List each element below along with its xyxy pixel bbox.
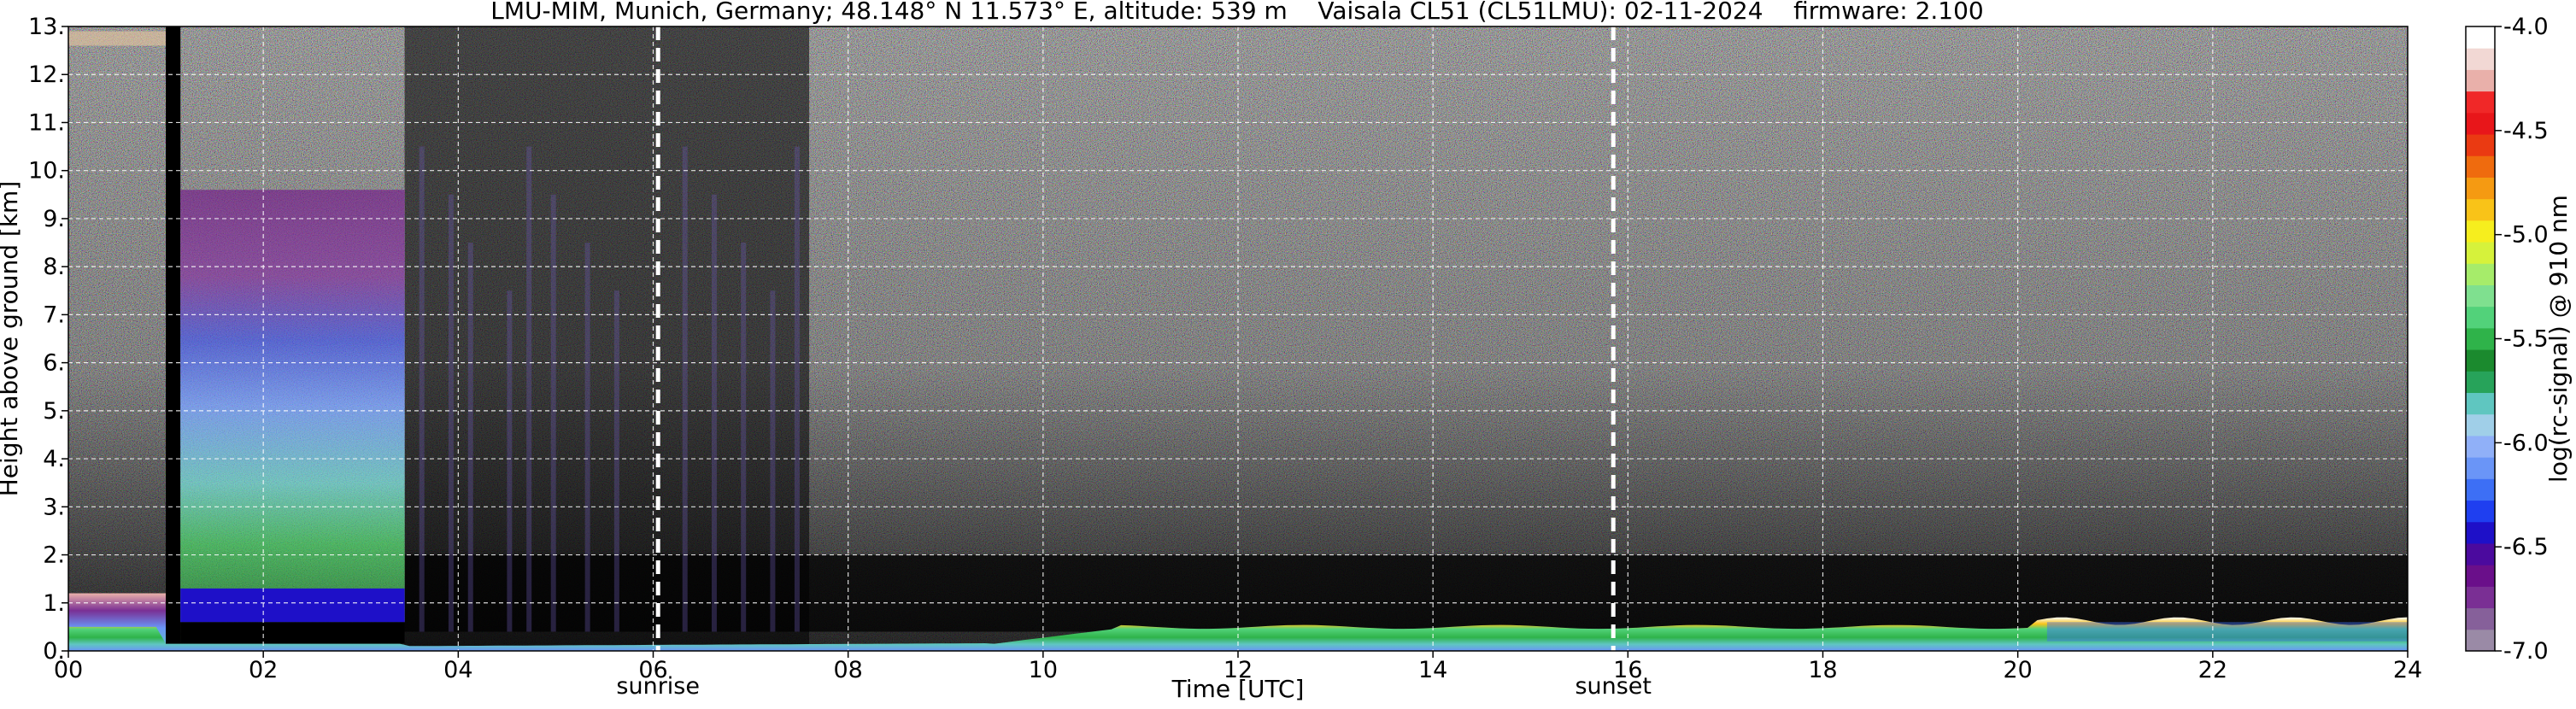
y-tick-label: 12. [28, 62, 65, 88]
precip-streak [794, 146, 800, 632]
y-tick-label: 13. [28, 14, 65, 40]
colorbar-tick-label: -5.5 [2503, 326, 2549, 353]
y-tick-label: 10. [28, 158, 65, 185]
precip-streak [711, 194, 717, 632]
colorbar-segment [2466, 155, 2495, 178]
colorbar-segment [2466, 371, 2495, 394]
annotation-sunrise: sunrise [616, 673, 700, 700]
colorbar-segment [2466, 392, 2495, 415]
x-tick-label: 08 [833, 657, 862, 683]
data-gap [166, 26, 181, 651]
y-tick-label: 11. [28, 109, 65, 136]
precip-streak [467, 243, 473, 632]
colorbar-segment [2466, 607, 2495, 630]
precip-streak [770, 290, 776, 632]
y-tick-label: 6. [43, 350, 65, 377]
colorbar-segment [2466, 242, 2495, 264]
colorbar-segment [2466, 478, 2495, 501]
night-quiet-region [404, 26, 810, 651]
x-tick-label: 22 [2198, 657, 2227, 683]
colorbar-segment [2466, 565, 2495, 587]
x-tick-label: 02 [249, 657, 278, 683]
precip-streak [741, 243, 747, 632]
colorbar-tick-label: -6.0 [2503, 430, 2549, 456]
x-tick-label: 06 [638, 657, 667, 683]
cloud-texture [180, 190, 405, 623]
colorbar-segment [2466, 586, 2495, 609]
x-tick-label: 14 [1418, 657, 1447, 683]
colorbar-segment [2466, 306, 2495, 329]
colorbar-tick-label: -5.0 [2503, 222, 2549, 249]
colorbar-segment [2466, 91, 2495, 114]
colorbar-segment [2466, 349, 2495, 372]
x-tick-label: 24 [2393, 657, 2422, 683]
colorbar-tick-label: -7.0 [2503, 638, 2549, 665]
y-tick-label: 4. [43, 446, 65, 472]
colorbar-segment [2466, 284, 2495, 308]
y-tick-label: 1. [43, 590, 65, 617]
x-axis-label: Time [UTC] [1171, 675, 1305, 703]
y-tick-label: 8. [43, 254, 65, 280]
precip-streak [584, 243, 590, 632]
morning-upper-band [68, 31, 167, 46]
precip-streak [507, 290, 513, 632]
x-tick-label: 20 [2003, 657, 2032, 683]
colorbar-segment [2466, 521, 2495, 544]
colorbar-segment [2466, 629, 2495, 652]
precip-streak [682, 146, 688, 632]
colorbar-segment [2466, 413, 2495, 437]
precip-streak [613, 290, 619, 632]
y-tick-label: 9. [43, 206, 65, 232]
colorbar-segment [2466, 220, 2495, 243]
colorbar-segment [2466, 263, 2495, 285]
x-tick-label: 00 [54, 657, 83, 683]
annotation-sunset: sunset [1575, 673, 1652, 700]
colorbar-segment [2466, 500, 2495, 523]
colorbar-label: log(rc-signal) @ 910 nm [2544, 195, 2573, 483]
colorbar-tick-label: -6.5 [2503, 534, 2549, 560]
precip-streak [550, 194, 556, 632]
y-tick-label: 0. [43, 638, 65, 665]
precip-streak [448, 194, 454, 632]
colorbar-segment [2466, 457, 2495, 479]
y-tick-label: 5. [43, 398, 65, 425]
x-tick-label: 18 [1808, 657, 1837, 683]
colorbar-segment [2466, 26, 2495, 49]
precip-streak [526, 146, 532, 632]
chart-title: LMU-MIM, Munich, Germany; 48.148° N 11.5… [490, 0, 1984, 25]
colorbar-segment [2466, 48, 2495, 70]
y-tick-label: 7. [43, 302, 65, 328]
x-tick-label: 10 [1029, 657, 1058, 683]
y-tick-label: 3. [43, 494, 65, 520]
x-tick-label: 16 [1613, 657, 1642, 683]
colorbar-segment [2466, 542, 2495, 565]
cloud-subcloud [180, 622, 405, 644]
colorbar-segment [2466, 177, 2495, 200]
colorbar-tick-label: -4.0 [2503, 14, 2549, 40]
colorbar-segment [2466, 435, 2495, 458]
lower-dark-band [399, 554, 2409, 632]
y-axis-label: Height above ground [km] [0, 181, 23, 497]
precip-streak [419, 146, 425, 632]
y-tick-label: 2. [43, 542, 65, 569]
colorbar-segment [2466, 134, 2495, 156]
evening-aerosol [2046, 622, 2408, 642]
colorbar-segment [2466, 69, 2495, 92]
x-tick-label: 12 [1223, 657, 1253, 683]
colorbar-segment [2466, 198, 2495, 221]
colorbar-segment [2466, 112, 2495, 135]
cloud-base [180, 588, 405, 623]
colorbar-tick-label: -4.5 [2503, 118, 2549, 144]
colorbar-segment [2466, 327, 2495, 350]
x-tick-label: 04 [443, 657, 472, 683]
